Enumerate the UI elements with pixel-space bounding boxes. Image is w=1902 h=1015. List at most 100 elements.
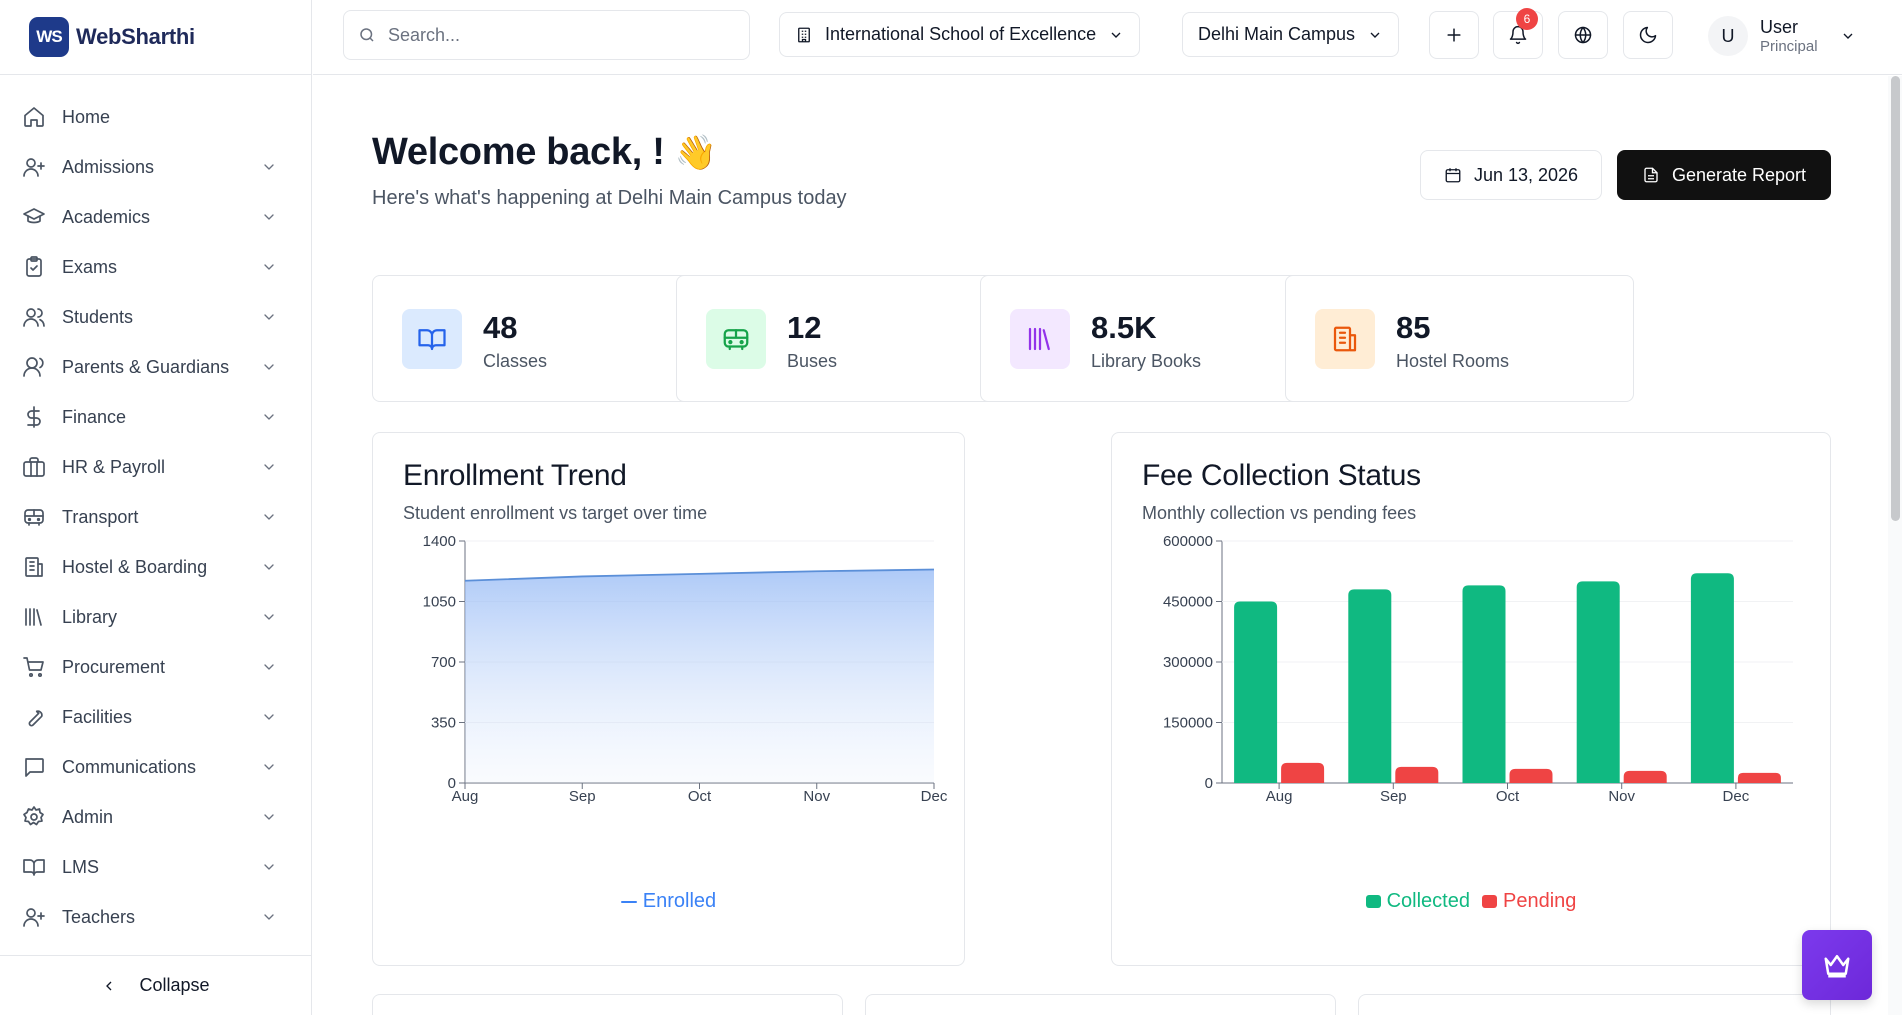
legend-item[interactable]: Collected <box>1365 890 1470 913</box>
briefcase-icon <box>23 457 45 477</box>
sidebar-item-home[interactable]: Home <box>0 92 311 142</box>
theme-toggle-button[interactable] <box>1623 11 1673 59</box>
date-picker-button[interactable]: Jun 13, 2026 <box>1420 150 1602 200</box>
y-tick-label: 1400 <box>423 533 456 550</box>
chevron-down-icon <box>264 614 274 620</box>
sidebar-item-label: Hostel & Boarding <box>62 556 208 577</box>
sidebar-item-transport[interactable]: Transport <box>0 492 311 542</box>
sidebar-item-label: Academics <box>62 206 151 227</box>
sidebar-item-teachers[interactable]: Teachers <box>0 892 311 942</box>
card-subtitle: Student enrollment vs target over time <box>403 503 708 523</box>
chart-legend: Enrolled <box>373 890 964 913</box>
page-title: Welcome back, ! 👋 <box>372 131 717 174</box>
dollar-icon <box>27 406 41 428</box>
sidebar-item-library[interactable]: Library <box>0 592 311 642</box>
y-tick-label: 0 <box>448 775 456 792</box>
sidebar-item-admin[interactable]: Admin <box>0 792 311 842</box>
y-tick-label: 350 <box>431 715 456 732</box>
chevron-down-icon <box>264 914 274 920</box>
brand-name: WebSharthi <box>76 24 195 49</box>
stat-value: 48 <box>483 310 518 345</box>
date-label: Jun 13, 2026 <box>1473 164 1579 185</box>
bar-pending-sep[interactable] <box>1395 766 1439 783</box>
sidebar-item-label: HR & Payroll <box>62 456 166 477</box>
bar-collected-oct[interactable] <box>1462 585 1506 783</box>
chevron-down-icon <box>264 514 274 520</box>
stat-icon-box <box>402 309 462 369</box>
chevron-down-icon <box>1111 32 1121 38</box>
y-tick-label: 0 <box>1205 775 1213 792</box>
legend-item[interactable]: Enrolled <box>620 890 717 913</box>
notifications-button[interactable]: 6 <box>1493 8 1543 59</box>
stat-value: 12 <box>787 310 822 345</box>
book-open-icon <box>418 329 446 351</box>
user-menu[interactable]: U User Principal <box>1708 10 1856 62</box>
page-subtitle: Here's what's happening at Delhi Main Ca… <box>372 187 847 209</box>
bottom-card <box>1358 994 1831 1015</box>
y-tick-label: 1050 <box>423 594 456 611</box>
collapse-button[interactable]: Collapse <box>0 955 311 1015</box>
card-title: Fee Collection Status <box>1142 459 1421 492</box>
library-icon <box>1028 327 1050 351</box>
wave-emoji: 👋 <box>674 134 717 172</box>
top-header: International School of Excellence Delhi… <box>313 0 1902 75</box>
sidebar-item-communications[interactable]: Communications <box>0 742 311 792</box>
bar-collected-sep[interactable] <box>1348 589 1392 783</box>
bar-collected-nov[interactable] <box>1576 581 1620 783</box>
sidebar-item-students[interactable]: Students <box>0 292 311 342</box>
scrollbar-thumb[interactable] <box>1891 76 1900 521</box>
user-plus-icon <box>23 908 45 927</box>
crown-icon <box>1824 955 1850 978</box>
x-tick-label: Nov <box>1608 788 1635 805</box>
x-tick-label: Oct <box>1496 788 1520 805</box>
graduation-cap-icon <box>23 208 45 224</box>
search-input[interactable] <box>388 24 728 46</box>
user-role: Principal <box>1760 38 1818 55</box>
bar-pending-nov[interactable] <box>1623 770 1667 783</box>
sidebar: WS WebSharthi Home Admissions Academics Exa… <box>0 0 312 1015</box>
sidebar-item-academics[interactable]: Academics <box>0 192 311 242</box>
stat-label: Hostel Rooms <box>1396 351 1510 371</box>
enrollment-chart: 0 350 700 1050 1400 Aug Sep Oct Nov Dec <box>423 533 948 805</box>
sidebar-item-facilities[interactable]: Facilities <box>0 692 311 742</box>
chevron-down-icon <box>264 664 274 670</box>
gear-icon <box>23 806 44 826</box>
bar-pending-aug[interactable] <box>1281 762 1325 783</box>
add-button[interactable] <box>1429 11 1479 59</box>
bar-collected-aug[interactable] <box>1234 601 1278 784</box>
language-button[interactable] <box>1558 11 1608 59</box>
sidebar-item-finance[interactable]: Finance <box>0 392 311 442</box>
premium-button[interactable] <box>1802 930 1872 1000</box>
bottom-card <box>865 994 1336 1015</box>
search-box[interactable] <box>343 10 750 60</box>
campus-selector[interactable]: Delhi Main Campus <box>1182 12 1400 57</box>
y-tick-label: 300000 <box>1163 654 1213 671</box>
bar-pending-dec[interactable] <box>1737 772 1781 783</box>
legend-label: Enrolled <box>642 890 717 912</box>
sidebar-item-lms[interactable]: LMS <box>0 842 311 892</box>
sidebar-item-label: Parents & Guardians <box>62 356 230 377</box>
sidebar-item-hr-payroll[interactable]: HR & Payroll <box>0 442 311 492</box>
school-selector[interactable]: International School of Excellence <box>779 12 1141 57</box>
building-icon <box>1333 326 1357 352</box>
sidebar-item-admissions[interactable]: Admissions <box>0 142 311 192</box>
scrollbar[interactable] <box>1888 76 1902 1015</box>
user-plus-icon <box>23 158 45 177</box>
calendar-icon <box>1445 168 1461 183</box>
bar-collected-dec[interactable] <box>1690 573 1734 783</box>
legend-swatch <box>1481 895 1497 908</box>
globe-icon <box>1574 26 1592 44</box>
sidebar-item-hostel-boarding[interactable]: Hostel & Boarding <box>0 542 311 592</box>
stat-icon-box <box>1010 309 1070 369</box>
sidebar-item-label: Exams <box>62 256 118 277</box>
chevron-down-icon <box>264 864 274 870</box>
sidebar-item-parents-guardians[interactable]: Parents & Guardians <box>0 342 311 392</box>
brand-logo[interactable]: WS WebSharthi <box>0 0 311 75</box>
generate-report-button[interactable]: Generate Report <box>1617 150 1831 200</box>
sidebar-item-label: Home <box>62 106 111 127</box>
legend-item[interactable]: Pending <box>1481 890 1576 913</box>
stat-card-hostel-rooms: 85 Hostel Rooms <box>1285 275 1634 402</box>
sidebar-item-exams[interactable]: Exams <box>0 242 311 292</box>
bar-pending-oct[interactable] <box>1509 768 1553 783</box>
sidebar-item-procurement[interactable]: Procurement <box>0 642 311 692</box>
